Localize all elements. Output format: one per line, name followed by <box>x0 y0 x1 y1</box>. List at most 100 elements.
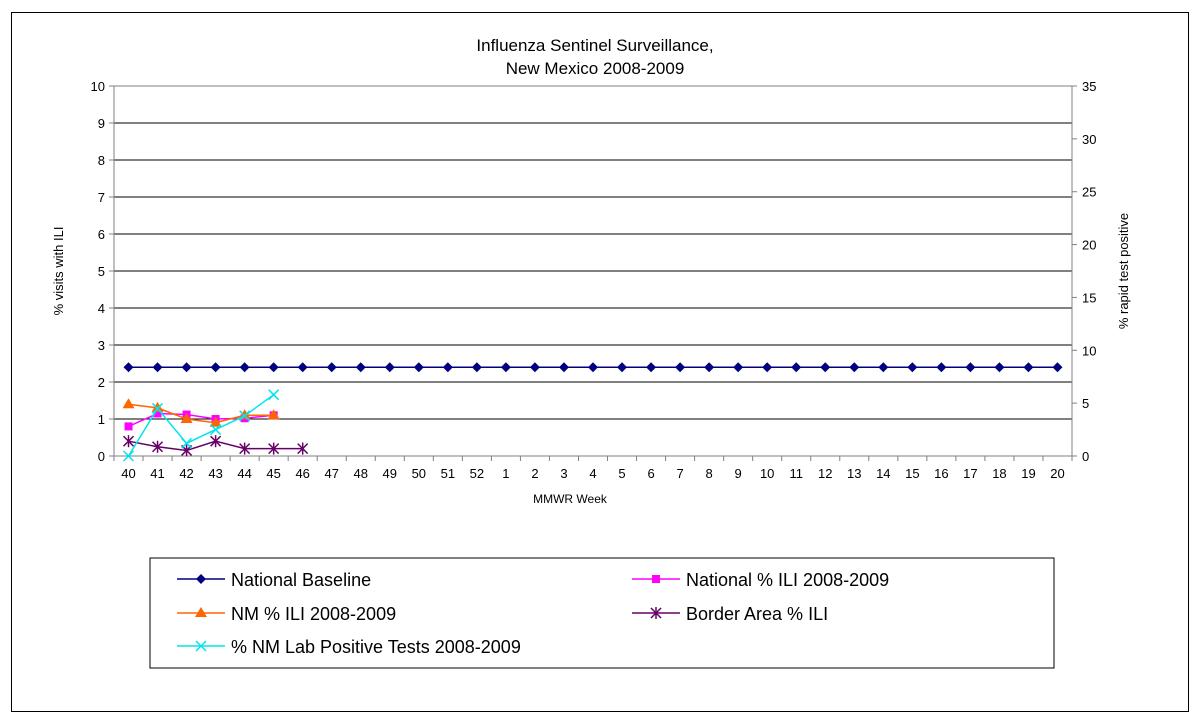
x-tick-label-9: 9 <box>735 466 742 481</box>
x-tick-label-46: 46 <box>295 466 309 481</box>
series-0-point-30 <box>994 362 1005 373</box>
series-0-point-0 <box>123 362 134 373</box>
series-2-point-3 <box>209 416 222 427</box>
series-4-point-3 <box>210 424 222 436</box>
y2-tick-label-0: 0 <box>1082 449 1089 464</box>
series-4-point-1 <box>152 402 164 414</box>
series-2-point-1 <box>151 401 164 412</box>
series-3-point-4 <box>239 442 251 455</box>
x-tick-label-43: 43 <box>208 466 222 481</box>
series-0-point-29 <box>965 362 976 373</box>
series-0-point-12 <box>471 362 482 373</box>
legend-label-1: National % ILI 2008-2009 <box>686 570 889 590</box>
series-0-point-26 <box>878 362 889 373</box>
series-0-point-31 <box>1023 362 1034 373</box>
y-tick-label-9: 9 <box>98 116 105 131</box>
x-tick-label-6: 6 <box>647 466 654 481</box>
series-0-point-10 <box>413 362 424 373</box>
legend-label-0: National Baseline <box>231 570 371 590</box>
series-1-point-1 <box>153 409 162 418</box>
series-2 <box>122 398 280 427</box>
series-3 <box>122 435 309 457</box>
legend-marker-3 <box>650 607 662 619</box>
series-0-point-27 <box>907 362 918 373</box>
y-tick-label-3: 3 <box>98 338 105 353</box>
series-4-point-4 <box>239 410 251 422</box>
series-0-point-23 <box>791 362 802 373</box>
series-1 <box>124 409 278 431</box>
x-tick-label-19: 19 <box>1021 466 1035 481</box>
x-tick-label-45: 45 <box>266 466 280 481</box>
series-0-point-25 <box>849 362 860 373</box>
y2-tick-label-20: 20 <box>1082 238 1096 253</box>
y2-tick-label-25: 25 <box>1082 185 1096 200</box>
x-tick-label-18: 18 <box>992 466 1006 481</box>
chart-frame: 0 1 2 3 4 5 6 7 8 9 10 0 5 10 15 20 25 30 35 40 41 42 43 44 45 46… <box>11 12 1189 712</box>
legend-item-3: Border Area % ILI <box>632 604 828 624</box>
series-0-point-21 <box>733 362 744 373</box>
x-tick-label-47: 47 <box>324 466 338 481</box>
legend-item-1: National % ILI 2008-2009 <box>632 570 889 590</box>
legend-marker-4 <box>195 640 207 652</box>
series-1-point-0 <box>124 422 133 431</box>
y2-axis-label: % rapid test positive <box>1116 213 1131 329</box>
x-tick-label-13: 13 <box>847 466 861 481</box>
legend-item-0: National Baseline <box>177 570 371 590</box>
x-tick-label-16: 16 <box>934 466 948 481</box>
y-tick-label-1: 1 <box>98 412 105 427</box>
y2-tick-label-35: 35 <box>1082 79 1096 94</box>
series-2-point-0 <box>122 398 135 409</box>
series-0-point-19 <box>675 362 686 373</box>
series-4-point-2 <box>181 437 193 449</box>
series-0-point-9 <box>384 362 395 373</box>
x-axis-label: MMWR Week <box>533 492 608 506</box>
x-tick-label-44: 44 <box>237 466 251 481</box>
y-tick-label-0: 0 <box>98 449 105 464</box>
y-axis-label: % visits with ILI <box>51 227 66 316</box>
series-0-point-6 <box>297 362 308 373</box>
x-tick-label-4: 4 <box>589 466 596 481</box>
series-0-point-15 <box>558 362 569 373</box>
series-3-point-6 <box>297 442 309 455</box>
x-tick-label-52: 52 <box>470 466 484 481</box>
y2-tick-label-30: 30 <box>1082 132 1096 147</box>
legend-marker-2 <box>195 607 207 617</box>
y-tick-label-6: 6 <box>98 227 105 242</box>
x-tick-label-20: 20 <box>1050 466 1064 481</box>
legend: National Baseline National % ILI 2008-200… <box>149 557 1055 669</box>
x-tick-label-10: 10 <box>760 466 774 481</box>
series-line-4 <box>127 394 275 457</box>
series-0-point-16 <box>588 362 598 373</box>
x-tick-label-5: 5 <box>618 466 625 481</box>
x-tick-label-1: 1 <box>502 466 509 481</box>
chart-title-line-1: Influenza Sentinel Surveillance, <box>476 36 713 55</box>
legend-item-4: % NM Lab Positive Tests 2008-2009 <box>177 637 521 657</box>
series-0-point-5 <box>268 362 279 373</box>
x-tick-label-48: 48 <box>354 466 368 481</box>
y-tick-label-5: 5 <box>98 264 105 279</box>
x-tick-label-3: 3 <box>560 466 567 481</box>
x-tick-label-17: 17 <box>963 466 977 481</box>
x-tick-label-51: 51 <box>441 466 455 481</box>
x-tick-label-42: 42 <box>179 466 193 481</box>
x-tick-label-2: 2 <box>531 466 538 481</box>
series-0-point-8 <box>355 362 366 373</box>
legend-item-2: NM % ILI 2008-2009 <box>177 604 396 624</box>
series-2-point-5 <box>267 409 280 420</box>
x-tick-label-14: 14 <box>876 466 890 481</box>
x-tick-label-8: 8 <box>706 466 713 481</box>
x-tick-label-40: 40 <box>121 466 135 481</box>
series-3-point-3 <box>210 435 222 448</box>
series-0-point-18 <box>646 362 657 373</box>
x-tick-label-41: 41 <box>150 466 164 481</box>
legend-label-3: Border Area % ILI <box>686 604 828 624</box>
series-0-point-7 <box>326 362 337 373</box>
series-0-point-4 <box>239 362 250 373</box>
series-3-point-0 <box>122 435 135 448</box>
series-4-point-0 <box>122 450 135 462</box>
series-3-point-1 <box>152 440 164 453</box>
x-tick-label-12: 12 <box>818 466 832 481</box>
series-line-2 <box>128 403 274 424</box>
